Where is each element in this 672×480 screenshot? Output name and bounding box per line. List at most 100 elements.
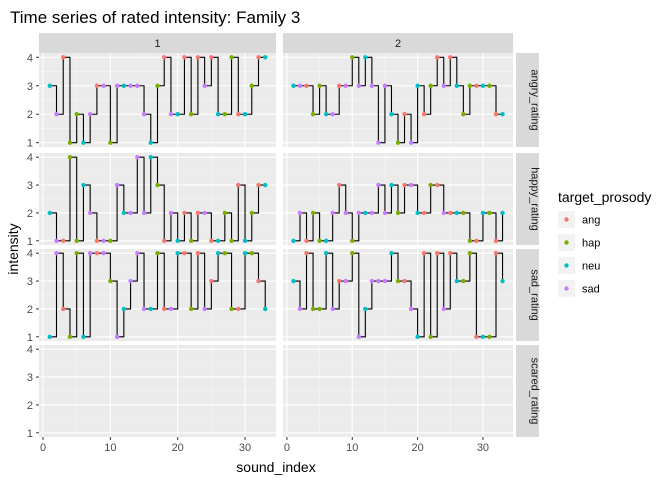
data-point [408,306,414,312]
data-point [263,55,268,60]
y-tick-label: 3 [27,81,33,93]
data-point [454,83,460,88]
data-point [101,83,106,88]
data-point [402,182,407,188]
data-point [467,83,473,88]
y-tick-label: 2 [27,109,33,121]
data-point [323,112,329,117]
data-point [188,238,194,244]
data-point [369,83,375,88]
y-tick-label: 2 [27,400,33,412]
data-point [256,182,261,188]
data-point [428,182,433,188]
data-point [54,250,59,256]
data-point [87,250,93,256]
data-point [141,112,147,117]
data-point [297,306,303,312]
data-point [435,182,440,188]
data-point [304,250,309,256]
data-point [343,210,348,216]
y-tick-label: 3 [27,372,33,384]
data-point [461,210,466,216]
data-point [222,250,228,256]
facet-strip-column [283,33,513,53]
x-tick-label: 10 [104,442,116,454]
facet-strip-row [516,345,539,437]
data-point [141,210,147,216]
data-point [435,55,440,60]
y-tick-label: 4 [27,152,33,164]
data-point [500,112,505,117]
panels-layer: 1 2 angry_rating happy_rating sad_ratingscar… [27,33,541,454]
data-point [474,83,479,88]
data-point [87,112,93,117]
step-line [49,156,266,242]
data-point [395,278,401,284]
legend-title: target_prosody [558,189,651,205]
y-tick-label: 1 [27,428,33,440]
x-tick-label: 10 [346,442,358,454]
data-point [323,238,329,244]
data-point [480,83,486,88]
y-tick-label: 1 [27,236,33,248]
data-point [182,55,187,60]
data-point [182,250,187,256]
data-point [461,112,466,117]
data-point [493,112,499,117]
data-point [94,250,100,256]
data-point [369,210,375,216]
data-point [408,140,414,145]
data-point [454,210,460,216]
data-point [256,55,261,60]
data-point [323,250,329,256]
legend-label: sad [582,284,600,296]
data-point [236,182,241,188]
data-point [47,334,52,340]
data-point [67,334,73,340]
data-point [330,112,335,117]
data-point [175,250,180,256]
y-tick-label: 3 [27,276,33,288]
data-point [428,334,433,340]
data-point [81,182,86,188]
data-point [87,210,93,216]
facet-strip-row-label: scared_rating [529,358,541,425]
x-tick-label: 0 [284,442,290,454]
data-point [175,112,180,117]
data-point [448,210,453,216]
data-point [209,278,214,284]
data-point [135,154,140,160]
y-tick-label: 3 [27,180,33,192]
data-point [263,306,268,312]
data-point [376,182,381,188]
data-point [389,182,394,188]
data-point [376,278,381,284]
data-point [376,140,381,145]
legend-swatch [564,263,569,268]
data-point [291,238,296,244]
facet-strip-row-label: happy_rating [529,167,541,231]
data-point [304,238,309,244]
x-axis-title: sound_index [236,459,315,475]
data-point [421,250,427,256]
legend: target_prosody ang hap neu sad [558,189,651,297]
data-point [202,210,207,216]
data-point [195,250,201,256]
data-point [236,112,241,117]
data-point [188,306,194,312]
data-point [350,238,355,244]
step-line [49,252,266,338]
legend-label: ang [582,215,600,227]
data-point [297,83,303,88]
y-tick-label: 4 [27,344,33,356]
data-point [128,278,133,284]
panel [39,153,276,245]
data-point [454,278,460,284]
data-point [336,278,342,284]
panel [39,53,276,147]
data-point [304,83,309,88]
y-tick-label: 4 [27,248,33,260]
data-point [229,306,234,312]
data-point [74,112,79,117]
data-point [47,210,52,216]
